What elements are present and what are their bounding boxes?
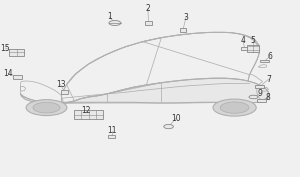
Text: 7: 7 — [266, 75, 271, 84]
FancyBboxPatch shape — [74, 110, 103, 119]
Text: 3: 3 — [184, 13, 188, 22]
FancyBboxPatch shape — [255, 85, 264, 88]
Text: 2: 2 — [146, 4, 150, 13]
Text: 12: 12 — [81, 106, 91, 115]
Text: 11: 11 — [107, 127, 116, 135]
Ellipse shape — [213, 99, 256, 116]
Ellipse shape — [33, 102, 60, 113]
FancyBboxPatch shape — [256, 99, 266, 102]
Ellipse shape — [26, 100, 67, 116]
Text: 10: 10 — [171, 114, 181, 123]
Text: 14: 14 — [4, 69, 13, 78]
Polygon shape — [20, 78, 269, 104]
Text: 13: 13 — [56, 80, 65, 89]
FancyBboxPatch shape — [247, 45, 259, 52]
FancyBboxPatch shape — [145, 21, 152, 25]
Text: 15: 15 — [1, 44, 10, 53]
FancyBboxPatch shape — [242, 47, 248, 50]
Ellipse shape — [220, 102, 249, 113]
Ellipse shape — [109, 21, 121, 25]
Text: 9: 9 — [257, 89, 262, 98]
Ellipse shape — [164, 124, 173, 129]
FancyBboxPatch shape — [13, 75, 22, 79]
Text: 6: 6 — [268, 52, 272, 61]
FancyBboxPatch shape — [61, 90, 68, 94]
FancyBboxPatch shape — [9, 49, 24, 56]
Text: 8: 8 — [266, 93, 270, 102]
Ellipse shape — [249, 95, 258, 99]
Text: 1: 1 — [107, 12, 112, 21]
Text: 4: 4 — [241, 36, 245, 45]
Text: 5: 5 — [250, 36, 255, 45]
FancyBboxPatch shape — [180, 28, 186, 32]
FancyBboxPatch shape — [260, 60, 269, 62]
FancyBboxPatch shape — [108, 135, 115, 138]
